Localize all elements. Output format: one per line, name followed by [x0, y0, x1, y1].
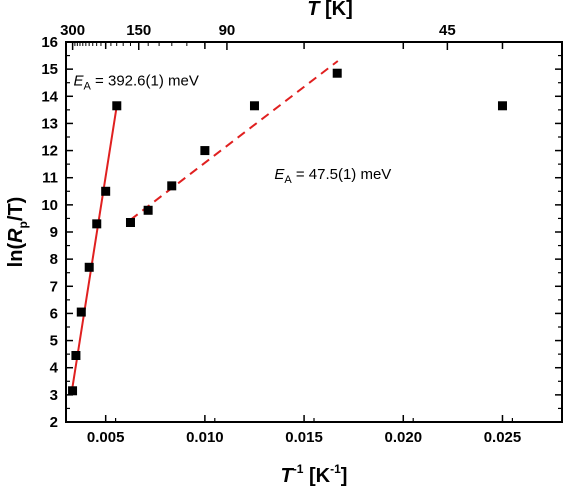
y-tick-label: 8: [50, 251, 58, 268]
data-point: [497, 101, 507, 111]
data-point: [143, 205, 153, 215]
fit-lines: [71, 60, 339, 387]
y-tick-label: 14: [41, 88, 58, 105]
annotation-value: = 47.5(1) meV: [292, 166, 392, 183]
data-point: [84, 262, 94, 272]
top-tick-label: 45: [439, 22, 456, 39]
top-axis-title: T [K]: [307, 0, 353, 20]
top-axis-title-unit: [K]: [319, 0, 352, 20]
x-axis-title-sup: -1: [293, 462, 304, 476]
y-tick-label: 7: [50, 278, 58, 295]
y-tick-label: 9: [50, 224, 58, 241]
y-tick-label: 15: [41, 61, 58, 78]
y-axis-title-pre: ln(: [5, 243, 27, 268]
top-tick-label: 90: [219, 22, 236, 39]
data-point: [200, 146, 210, 156]
x-tick-label: 0.010: [186, 429, 224, 446]
x-tick-label: 0.005: [87, 429, 125, 446]
y-tick-label: 4: [50, 360, 59, 377]
ticks-layer: [66, 41, 562, 423]
y-axis-title-post: /T): [5, 197, 27, 221]
x-axis-title-unit-sup: -1: [330, 462, 341, 476]
data-point: [68, 386, 78, 396]
data-points: [68, 68, 507, 396]
data-point: [249, 101, 259, 111]
y-axis-title-sub: p: [16, 221, 30, 228]
fit-line-dashed: [129, 60, 339, 221]
y-tick-label: 6: [50, 305, 58, 322]
data-point: [92, 219, 102, 229]
data-point: [112, 101, 122, 111]
y-tick-label: 5: [50, 333, 58, 350]
top-axis-title-main: T: [307, 0, 321, 20]
y-axis-title: ln(Rp/T): [5, 197, 30, 268]
annotation-sub: A: [284, 174, 292, 186]
x-axis-title-close: ]: [341, 465, 348, 487]
x-axis-title-main: T: [281, 465, 295, 487]
activation-energy-annotation-high: EA = 392.6(1) meV: [74, 72, 199, 92]
plot-frame: [65, 41, 563, 423]
data-point: [167, 181, 177, 191]
annotation-sub: A: [84, 80, 92, 92]
x-tick-label: 0.015: [285, 429, 323, 446]
data-point: [332, 68, 342, 78]
activation-energy-annotation-low: EA = 47.5(1) meV: [274, 166, 391, 186]
fit-line-solid: [71, 105, 118, 387]
y-tick-label: 12: [41, 143, 58, 160]
tick-labels: 0.005 0.010 0.015 0.020 0.025234567891011121…: [41, 22, 521, 446]
x-axis-title: T-1 [K-1]: [281, 462, 348, 487]
y-tick-label: 10: [41, 197, 58, 214]
data-point: [101, 186, 111, 196]
x-axis-title-unit: [K: [303, 465, 330, 487]
y-tick-label: 13: [41, 115, 58, 132]
y-tick-label: 3: [50, 387, 58, 404]
y-tick-label: 16: [41, 34, 58, 51]
data-point: [125, 218, 135, 227]
data-point: [71, 351, 81, 360]
data-point: [76, 307, 86, 317]
annotation-value: = 392.6(1) meV: [91, 72, 199, 89]
annotation-symbol: E: [74, 72, 85, 89]
annotation-symbol: E: [274, 166, 285, 183]
y-tick-label: 11: [42, 170, 58, 187]
top-tick-label: 300: [60, 22, 85, 39]
x-tick-label: 0.025: [484, 429, 522, 446]
top-tick-label: 150: [126, 22, 151, 39]
y-axis-title-main: R: [5, 228, 27, 243]
y-tick-label: 2: [50, 414, 58, 431]
x-tick-label: 0.020: [385, 429, 423, 446]
